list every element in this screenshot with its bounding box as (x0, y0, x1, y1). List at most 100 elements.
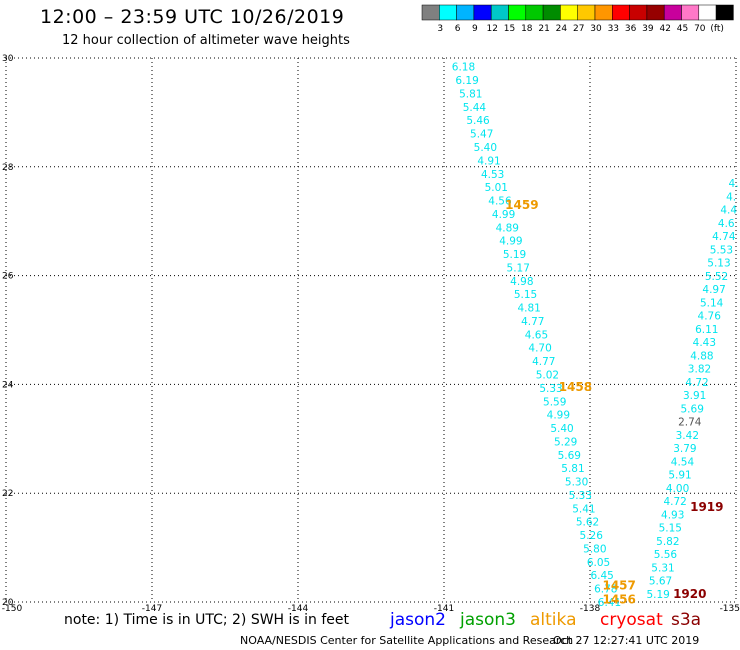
latitude-tick-label: 30 (2, 54, 14, 64)
wave-height-value: 5.31 (651, 562, 674, 574)
latitude-tick-label: 20 (2, 598, 14, 608)
latitude-tick-label: 22 (2, 489, 13, 499)
color-swatch (715, 4, 734, 21)
wave-height-value: 6.11 (695, 324, 718, 336)
wave-height-value: 5.47 (470, 129, 493, 141)
wave-height-value: 4.6 (718, 218, 735, 230)
wave-height-value: 4.53 (481, 169, 504, 181)
latitude-tick-label: 26 (2, 272, 14, 282)
wave-height-value: 3.82 (688, 364, 711, 376)
wave-height-value: 5.41 (572, 503, 595, 515)
wave-height-value: 5.40 (550, 423, 573, 435)
color-scale-label: 39 (642, 24, 654, 34)
wave-height-value: 5.52 (705, 271, 728, 283)
wave-height-value: 3.42 (676, 430, 699, 442)
wave-height-value: 5.30 (565, 477, 588, 489)
wave-height-value: 4.70 (528, 343, 551, 355)
wave-height-value: 5.33 (569, 490, 592, 502)
wave-height-value: 5.40 (474, 142, 497, 154)
satellite-legend-cryosat: cryosat (600, 610, 663, 630)
wave-height-value: 4.56 (488, 196, 512, 208)
longitude-tick-label: -141 (434, 604, 454, 614)
pass-time-label: 1920 (673, 587, 706, 601)
color-scale-label: 24 (556, 24, 568, 34)
color-scale-label: 15 (504, 24, 515, 34)
wave-height-value: 4.77 (521, 316, 544, 328)
color-scale-bar: 3 6 9 12 15 18 21 24 27 30 33 36 39 42 45 70 (ft) (421, 4, 734, 34)
wave-height-value: 4.97 (702, 284, 725, 296)
wave-height-value: 5.19 (503, 249, 526, 261)
units-note: note: 1) Time is in UTC; 2) SWH is in fe… (64, 612, 350, 628)
wave-height-value: 5.82 (656, 536, 679, 548)
wave-height-value: 2.74 (678, 417, 702, 429)
wave-height-value: 4.99 (499, 236, 522, 248)
wave-height-value: 4.54 (671, 456, 695, 468)
wave-height-value: 5.59 (543, 396, 566, 408)
wave-height-value: 4.81 (517, 303, 540, 315)
color-scale-label: 27 (573, 24, 584, 34)
wave-height-value: 6.45 (590, 570, 613, 582)
wave-height-value: 4.74 (712, 231, 736, 243)
longitude-tick-label: -147 (142, 604, 162, 614)
wave-height-value: 4.00 (666, 483, 689, 495)
longitude-tick-label: -144 (288, 604, 309, 614)
wave-height-value: 5.17 (507, 262, 530, 274)
wave-height-value: 4.65 (525, 329, 548, 341)
wave-height-value: 6.78 (594, 584, 617, 596)
satellite-legend-altika: altika (530, 610, 577, 630)
satellite-legend-jason2: jason2 (390, 610, 446, 630)
wave-height-value: 5.15 (514, 289, 537, 301)
pass-time-label: 1457 (602, 579, 635, 593)
pass-time-label: 1459 (505, 198, 538, 212)
wave-height-value: 5.81 (561, 463, 584, 475)
wave-height-value: 5.80 (583, 543, 606, 555)
credit-line: NOAA/NESDIS Center for Satellite Applica… (240, 634, 574, 647)
latitude-tick-label: 24 (2, 380, 14, 390)
wave-height-value: 5.69 (558, 450, 581, 462)
color-scale-label: 45 (677, 24, 688, 34)
wave-height-value: 5.13 (707, 258, 730, 270)
wave-height-value: 5.67 (649, 576, 672, 588)
latitude-tick-label: 28 (2, 163, 14, 173)
wave-height-value: 6.19 (455, 75, 478, 87)
color-scale-label: 36 (625, 24, 637, 34)
color-scale-label: 3 (437, 24, 443, 34)
wave-height-value: 4.77 (532, 356, 555, 368)
longitude-tick-label: -150 (2, 604, 23, 614)
wave-height-value: 4.99 (547, 410, 570, 422)
wave-height-value: 5.69 (681, 403, 704, 415)
wave-height-value: 4.91 (477, 155, 500, 167)
wave-height-value: 4.4 (720, 205, 737, 217)
wave-height-value: 5.56 (654, 549, 678, 561)
wave-height-value: 5.44 (463, 102, 487, 114)
wave-height-value: 4.88 (690, 350, 713, 362)
wave-height-value: 4.43 (693, 337, 716, 349)
wave-height-value: 4. (729, 178, 739, 190)
color-scale-label: 9 (472, 24, 478, 34)
wave-height-value: 5.33 (539, 383, 562, 395)
pass-time-label: 1456 (602, 592, 635, 606)
wave-height-value: 4.99 (492, 209, 515, 221)
wave-height-value: 4. (726, 191, 736, 203)
wave-height-value: 5.91 (668, 470, 691, 482)
wave-height-value: 3.91 (683, 390, 706, 402)
wave-height-value: 5.81 (459, 88, 482, 100)
color-scale-label: 70 (694, 24, 706, 34)
satellite-legend-s3a: s3a (671, 610, 702, 630)
wave-height-value: 4.89 (496, 222, 519, 234)
satellite-legend-jason3: jason3 (460, 610, 516, 630)
longitude-tick-label: -135 (720, 604, 740, 614)
wave-height-value: 6.41 (598, 597, 621, 609)
color-scale-label: 21 (538, 24, 549, 34)
wave-height-value: 5.29 (554, 436, 577, 448)
wave-height-value: 4.72 (663, 496, 686, 508)
wave-height-value: 4.76 (698, 311, 722, 323)
wave-height-value: 4.98 (510, 276, 533, 288)
wave-height-value: 5.02 (536, 369, 559, 381)
wave-height-value: 6.05 (587, 557, 610, 569)
pass-time-label: 1458 (559, 380, 592, 394)
color-scale-label: 30 (590, 24, 602, 34)
wave-height-value: 5.15 (659, 523, 682, 535)
color-scale-label: 6 (455, 24, 461, 34)
